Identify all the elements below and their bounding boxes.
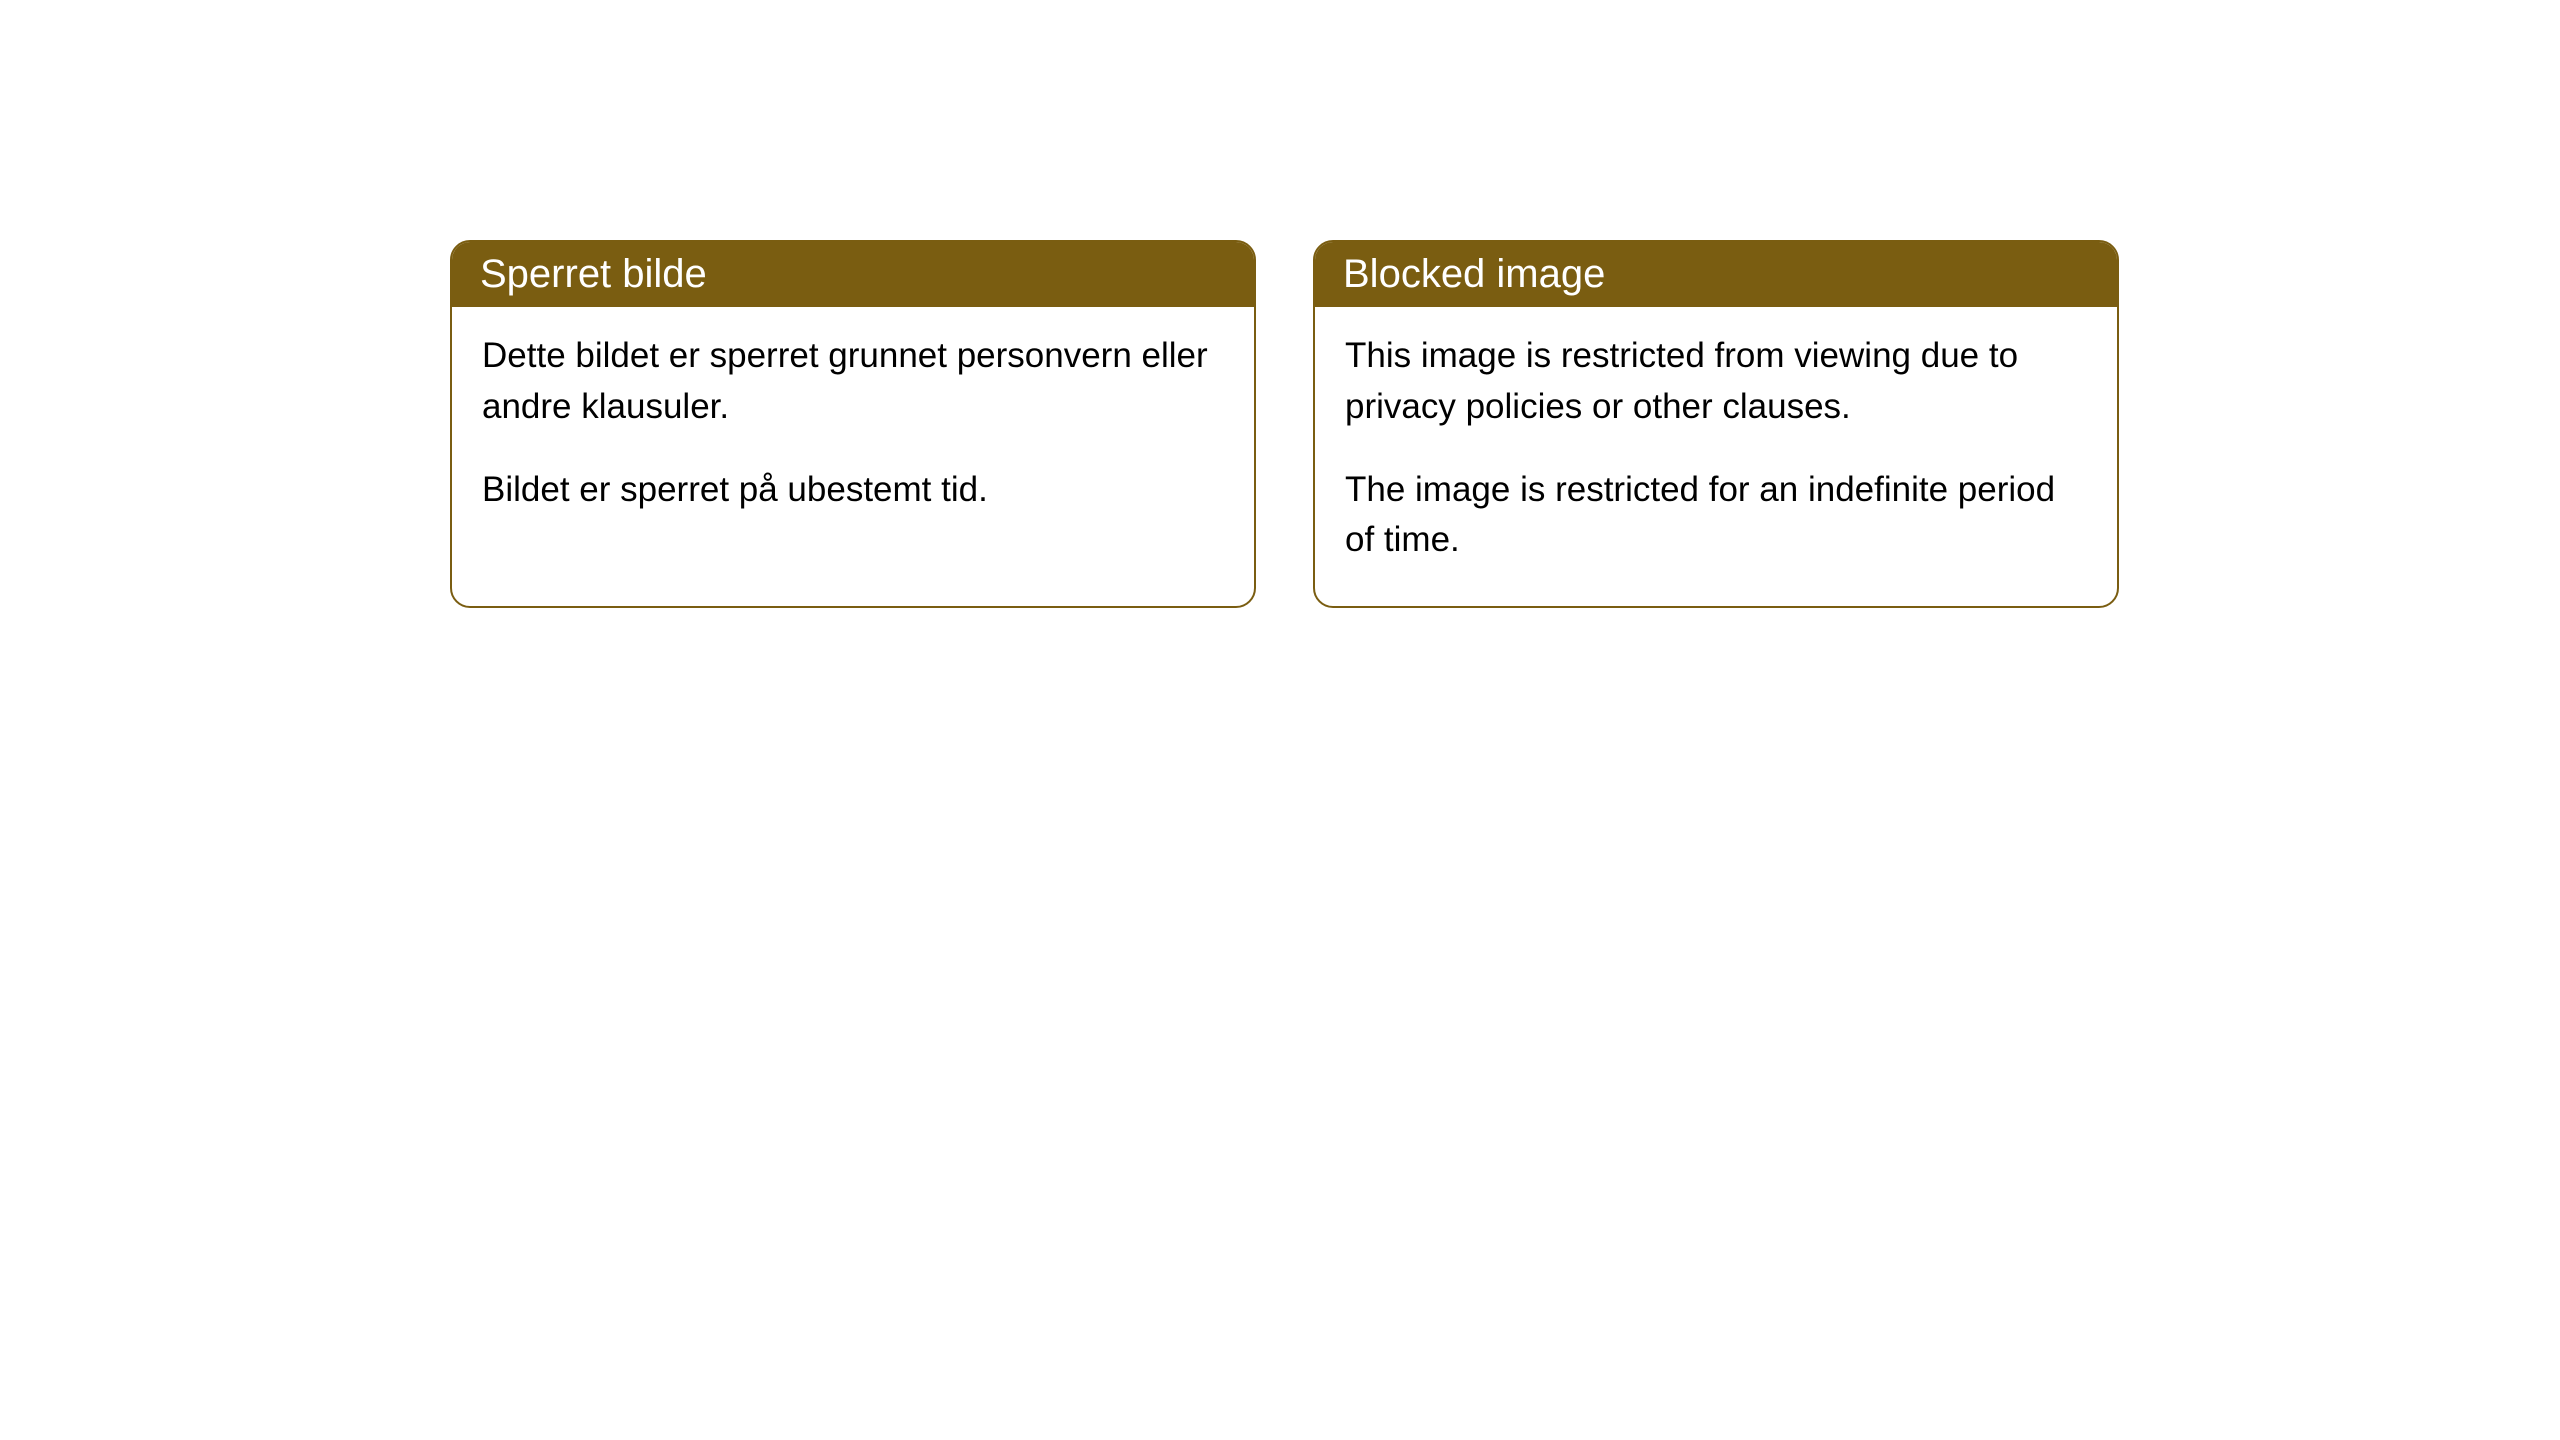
- card-paragraph-1: This image is restricted from viewing du…: [1345, 331, 2087, 433]
- blocked-image-card-norwegian: Sperret bilde Dette bildet er sperret gr…: [450, 240, 1256, 608]
- card-title: Blocked image: [1343, 252, 1605, 296]
- notice-cards-container: Sperret bilde Dette bildet er sperret gr…: [0, 0, 2560, 608]
- card-body-norwegian: Dette bildet er sperret grunnet personve…: [452, 307, 1254, 555]
- card-title: Sperret bilde: [480, 252, 707, 296]
- card-body-english: This image is restricted from viewing du…: [1315, 307, 2117, 606]
- card-paragraph-2: The image is restricted for an indefinit…: [1345, 465, 2087, 567]
- blocked-image-card-english: Blocked image This image is restricted f…: [1313, 240, 2119, 608]
- card-header-norwegian: Sperret bilde: [452, 242, 1254, 307]
- card-paragraph-1: Dette bildet er sperret grunnet personve…: [482, 331, 1224, 433]
- card-header-english: Blocked image: [1315, 242, 2117, 307]
- card-paragraph-2: Bildet er sperret på ubestemt tid.: [482, 465, 1224, 516]
